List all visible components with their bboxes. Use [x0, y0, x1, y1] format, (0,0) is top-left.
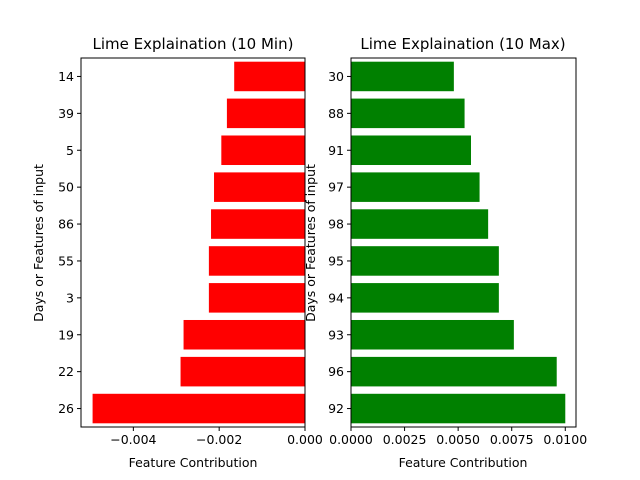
x-tick-label-min: −0.002 — [196, 432, 242, 447]
x-tick-label-min: 0.000 — [287, 432, 323, 447]
y-ticks-min: 26 22 19 3 55 86 50 5 39 14 — [58, 69, 81, 416]
y-tick-label-min-26: 26 — [58, 401, 74, 416]
bar-max-96 — [351, 356, 557, 387]
bar-max-94 — [351, 283, 499, 313]
y-tick-label-min-39: 39 — [58, 106, 74, 121]
x-axis-label-max: Feature Contribution — [399, 455, 528, 470]
bar-max-88 — [351, 98, 465, 129]
y-tick-label-min-86: 86 — [58, 217, 74, 232]
bar-min-14 — [234, 61, 305, 92]
bar-min-55 — [208, 246, 305, 276]
bar-max-97 — [351, 172, 480, 202]
y-tick-label-max-92: 92 — [328, 401, 344, 416]
y-ticks-max: 92 96 93 94 95 98 97 91 88 30 — [328, 69, 351, 416]
chart-title-max: Lime Explaination (10 Max) — [360, 35, 565, 53]
y-tick-label-max-96: 96 — [328, 364, 344, 379]
y-axis-label-max: Days or Features of input — [303, 164, 318, 322]
x-ticks-max: 0.0000 0.0025 0.0050 0.0075 0.0100 — [329, 427, 587, 447]
bar-min-26 — [92, 393, 305, 424]
x-tick-label-max: 0.0025 — [383, 432, 427, 447]
x-tick-label-max: 0.0000 — [329, 432, 373, 447]
y-axis-label-min: Days or Features of input — [31, 164, 46, 322]
y-tick-label-min-5: 5 — [66, 143, 74, 158]
y-tick-label-max-97: 97 — [328, 180, 344, 195]
y-tick-label-min-22: 22 — [58, 364, 74, 379]
chart-panel-min: Lime Explaination (10 Min) Feature Contr… — [31, 35, 323, 470]
plot-frame-min — [80, 57, 306, 428]
y-tick-label-min-50: 50 — [58, 180, 74, 195]
y-tick-label-min-14: 14 — [58, 69, 74, 84]
y-tick-label-min-55: 55 — [58, 253, 74, 268]
y-tick-label-min-19: 19 — [58, 327, 74, 342]
bar-min-86 — [211, 209, 305, 239]
x-ticks-min: −0.004 −0.002 0.000 — [110, 427, 323, 447]
bar-max-30 — [351, 61, 454, 92]
y-tick-label-max-30: 30 — [328, 69, 344, 84]
x-tick-label-max: 0.0050 — [436, 432, 480, 447]
x-tick-label-min: −0.004 — [110, 432, 156, 447]
x-tick-label-max: 0.0100 — [543, 432, 587, 447]
y-tick-label-max-88: 88 — [328, 106, 344, 121]
bar-min-22 — [180, 356, 305, 387]
x-tick-label-max: 0.0075 — [490, 432, 534, 447]
bar-min-19 — [183, 319, 305, 350]
bars-min — [92, 61, 305, 424]
chart-panel-max: Lime Explaination (10 Max) Feature Contr… — [303, 35, 587, 470]
y-tick-label-max-98: 98 — [328, 217, 344, 232]
bar-max-95 — [351, 246, 499, 276]
y-tick-label-min-3: 3 — [66, 290, 74, 305]
bar-max-92 — [351, 393, 566, 424]
y-tick-label-max-95: 95 — [328, 253, 344, 268]
bar-min-50 — [214, 172, 305, 202]
x-axis-label-min: Feature Contribution — [129, 455, 258, 470]
bar-max-93 — [351, 319, 514, 350]
chart-title-min: Lime Explaination (10 Min) — [93, 35, 294, 53]
bar-min-39 — [226, 98, 305, 129]
y-tick-label-max-93: 93 — [328, 327, 344, 342]
bar-min-3 — [208, 283, 305, 313]
bar-min-5 — [221, 135, 305, 166]
bar-max-98 — [351, 209, 489, 239]
y-tick-label-max-94: 94 — [328, 290, 344, 305]
bars-max — [351, 61, 566, 424]
bar-max-91 — [351, 135, 471, 166]
plot-frame-max — [350, 57, 577, 428]
y-tick-label-max-91: 91 — [328, 143, 344, 158]
